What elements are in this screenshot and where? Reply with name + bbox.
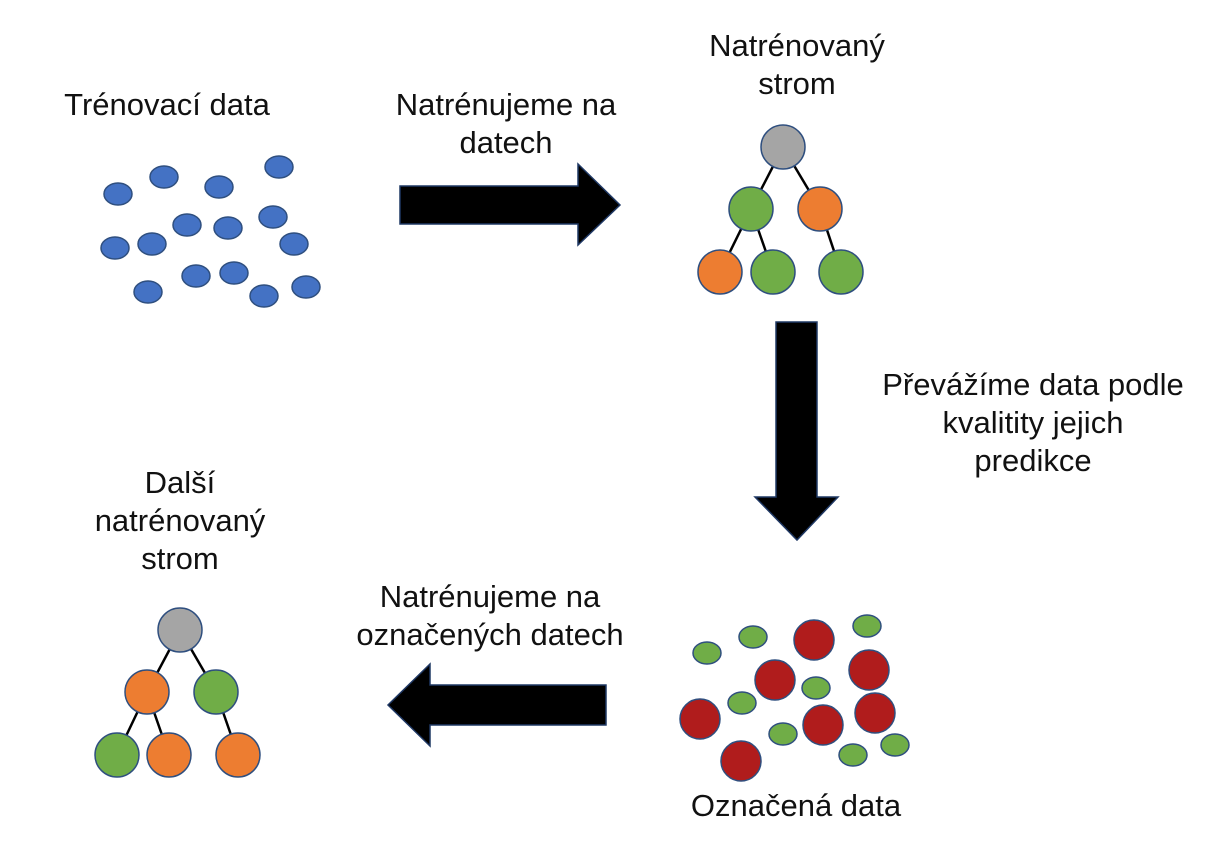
labeled-data-points <box>679 614 910 782</box>
next-trained-tree <box>94 607 261 778</box>
data-point <box>137 232 167 256</box>
tree-root-node <box>760 124 806 170</box>
tree-leaf-node <box>818 249 864 295</box>
data-point-error <box>793 619 835 661</box>
tree-node <box>797 186 843 232</box>
training-data-points <box>100 155 321 308</box>
tree-leaf-node <box>750 249 796 295</box>
arrow-right <box>399 162 622 247</box>
tree-leaf-node <box>697 249 743 295</box>
training-data-label: Trénovací data <box>64 87 270 122</box>
arrow-left <box>386 662 607 748</box>
data-point <box>149 165 179 189</box>
data-point <box>279 232 309 256</box>
data-point <box>172 213 202 237</box>
labeled-data-label: Označená data <box>690 788 902 823</box>
data-point-error <box>854 692 896 734</box>
train-on-labeled-label: Natrénujeme na označených datech <box>356 579 624 652</box>
data-point <box>249 284 279 308</box>
data-point-error <box>802 704 844 746</box>
tree-node <box>193 669 239 715</box>
tree-leaf-node <box>215 732 261 778</box>
data-point-correct <box>692 641 722 665</box>
tree-node <box>728 186 774 232</box>
data-point-error <box>848 649 890 691</box>
data-point-correct <box>838 743 868 767</box>
data-point-correct <box>852 614 882 638</box>
data-point <box>133 280 163 304</box>
data-point-correct <box>768 722 798 746</box>
trained-tree <box>697 124 864 295</box>
arrow-down <box>753 321 840 542</box>
data-point-error <box>754 659 796 701</box>
data-point-error <box>720 740 762 782</box>
data-point-correct <box>727 691 757 715</box>
data-point <box>264 155 294 179</box>
tree-root-node <box>157 607 203 653</box>
data-point <box>213 216 243 240</box>
data-point-correct <box>801 676 831 700</box>
data-point <box>103 182 133 206</box>
data-point <box>204 175 234 199</box>
tree-node <box>124 669 170 715</box>
data-point <box>291 275 321 299</box>
reweight-data-label: Převážíme data podle kvalitity jejich pr… <box>882 367 1184 478</box>
tree-leaf-node <box>146 732 192 778</box>
data-point-error <box>679 698 721 740</box>
trained-tree-label: Natrénovaný strom <box>709 28 885 101</box>
data-point <box>100 236 130 260</box>
data-point <box>181 264 211 288</box>
data-point-correct <box>880 733 910 757</box>
train-on-data-label: Natrénujeme na datech <box>395 87 617 160</box>
data-point <box>219 261 249 285</box>
data-point-correct <box>738 625 768 649</box>
next-tree-label: Další natrénovaný strom <box>94 465 266 576</box>
data-point <box>258 205 288 229</box>
tree-leaf-node <box>94 732 140 778</box>
